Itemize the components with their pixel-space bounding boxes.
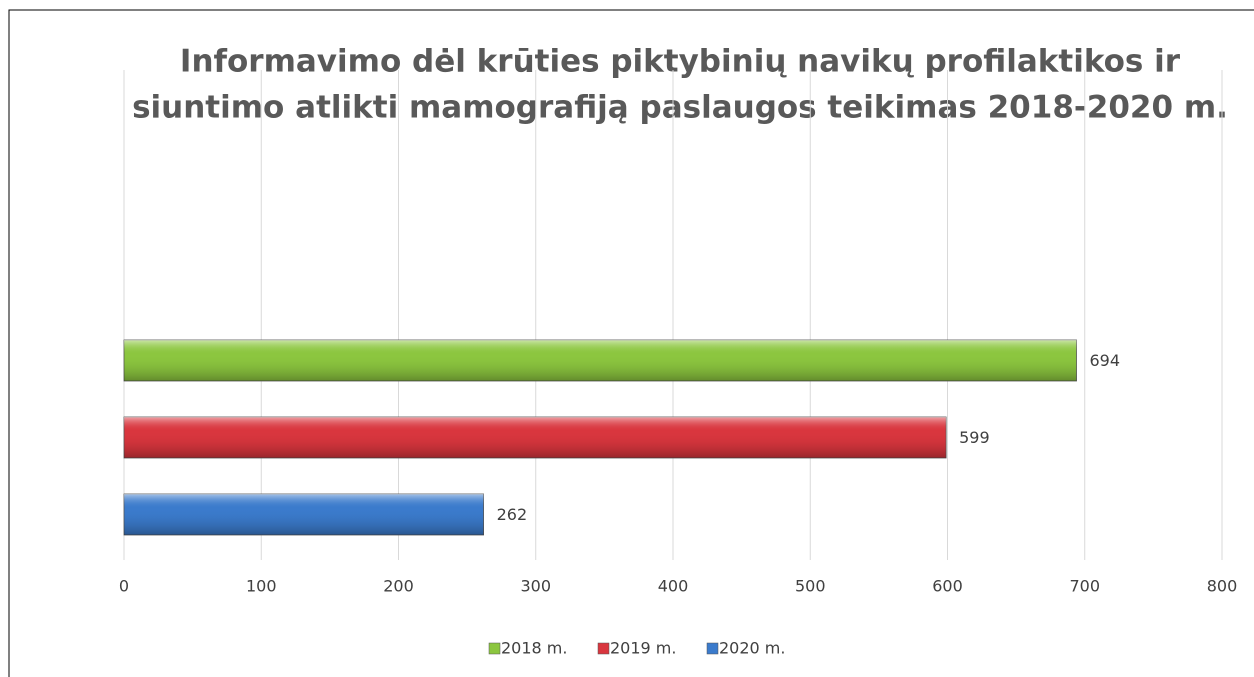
x-tick-label: 0 xyxy=(119,577,129,596)
data-label: 694 xyxy=(1090,351,1121,370)
x-tick-label: 600 xyxy=(932,577,963,596)
bar-shine xyxy=(124,340,1077,381)
x-tick-label: 500 xyxy=(795,577,826,596)
legend-label: 2018 m. xyxy=(501,639,567,658)
chart-frame xyxy=(8,9,1254,677)
chart-title: Informavimo dėl krūties piktybinių navik… xyxy=(180,44,1181,80)
bar-shine xyxy=(124,417,947,458)
x-tick-label: 800 xyxy=(1207,577,1238,596)
x-tick-label: 400 xyxy=(658,577,689,596)
legend-swatch xyxy=(597,642,610,655)
x-tick-label: 700 xyxy=(1069,577,1100,596)
x-tick-label: 100 xyxy=(246,577,277,596)
legend-swatch xyxy=(706,642,719,655)
legend-swatch xyxy=(488,642,501,655)
x-tick-label: 300 xyxy=(520,577,551,596)
legend-label: 2019 m. xyxy=(610,639,676,658)
chart-title: siuntimo atlikti mamografiją paslaugos t… xyxy=(132,90,1228,126)
bar-shine xyxy=(124,494,484,535)
legend-label: 2020 m. xyxy=(719,639,785,658)
data-label: 262 xyxy=(497,505,528,524)
data-label: 599 xyxy=(959,428,990,447)
x-tick-label: 200 xyxy=(383,577,414,596)
